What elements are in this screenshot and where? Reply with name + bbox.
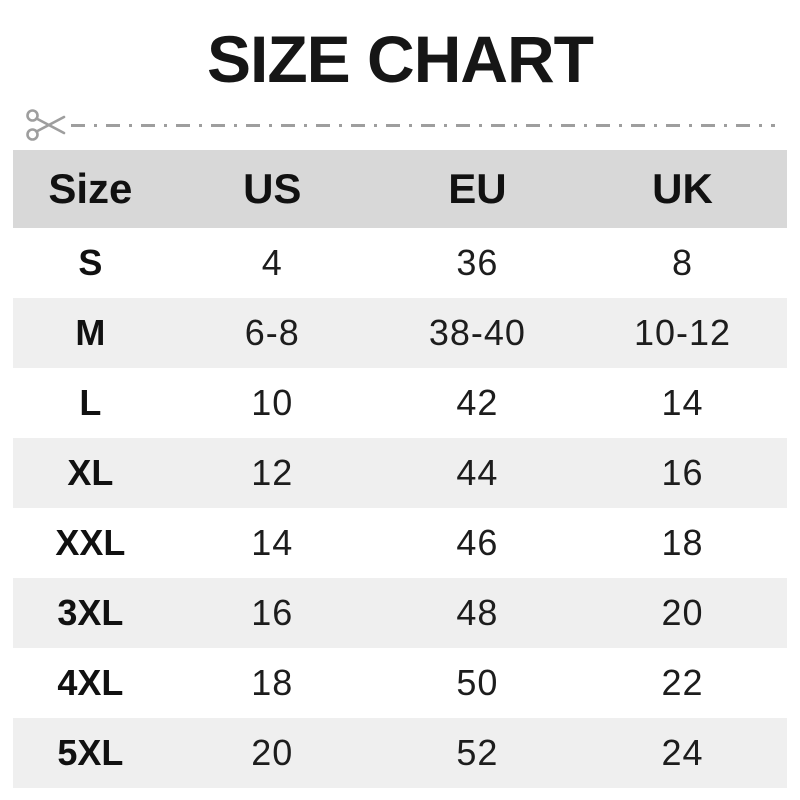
us-value-cell: 18 — [251, 662, 294, 703]
header-eu: EU — [376, 150, 578, 228]
table-row: M 6-8 38-40 10-12 — [13, 298, 787, 368]
size-label-cell: M — [75, 312, 106, 353]
size-label-cell: 4XL — [57, 662, 124, 703]
size-label-cell: 5XL — [57, 732, 124, 773]
table-header-row: Size US EU UK — [13, 150, 787, 228]
header-size: Size — [13, 150, 168, 228]
size-label-cell: L — [79, 382, 102, 423]
table-row: S 4 36 8 — [13, 228, 787, 298]
eu-value-cell: 46 — [456, 522, 499, 563]
size-label-cell: 3XL — [57, 592, 124, 633]
us-value-cell: 10 — [251, 382, 294, 423]
us-value-cell: 16 — [251, 592, 294, 633]
header-us: US — [167, 150, 377, 228]
dashed-cut-line — [71, 123, 775, 127]
size-label-cell: XXL — [55, 522, 126, 563]
size-table-body: S 4 36 8 M 6-8 38-40 10-12 L 10 42 14 XL 12 44 16 XXL 14 4… — [13, 228, 787, 788]
table-row: XXL 14 46 18 — [13, 508, 787, 578]
header-uk: UK — [578, 150, 787, 228]
uk-value-cell: 24 — [661, 732, 704, 773]
table-row: 3XL 16 48 20 — [13, 578, 787, 648]
uk-value-cell: 14 — [661, 382, 704, 423]
eu-value-cell: 44 — [456, 452, 499, 493]
eu-value-cell: 42 — [456, 382, 499, 423]
table-row: 5XL 20 52 24 — [13, 718, 787, 788]
size-label-cell: S — [78, 242, 103, 283]
uk-value-cell: 18 — [661, 522, 704, 563]
uk-value-cell: 22 — [661, 662, 704, 703]
eu-value-cell: 48 — [456, 592, 499, 633]
table-row: XL 12 44 16 — [13, 438, 787, 508]
size-label-cell: XL — [67, 452, 114, 493]
uk-value-cell: 20 — [661, 592, 704, 633]
us-value-cell: 4 — [261, 242, 283, 283]
us-value-cell: 12 — [251, 452, 294, 493]
eu-value-cell: 50 — [456, 662, 499, 703]
uk-value-cell: 10-12 — [633, 312, 732, 353]
size-table: Size US EU UK S 4 36 8 M 6-8 38-40 10-12 L 10 42 14… — [13, 150, 787, 788]
uk-value-cell: 8 — [671, 242, 694, 283]
table-row: L 10 42 14 — [13, 368, 787, 438]
uk-value-cell: 16 — [661, 452, 704, 493]
eu-value-cell: 36 — [456, 242, 499, 283]
eu-value-cell: 38-40 — [428, 312, 526, 353]
scissors-icon — [26, 109, 66, 141]
us-value-cell: 20 — [251, 732, 294, 773]
table-row: 4XL 18 50 22 — [13, 648, 787, 718]
cut-line — [25, 106, 775, 144]
us-value-cell: 14 — [251, 522, 294, 563]
page-title: SIZE CHART — [207, 22, 594, 96]
us-value-cell: 6-8 — [244, 312, 300, 353]
eu-value-cell: 52 — [456, 732, 499, 773]
